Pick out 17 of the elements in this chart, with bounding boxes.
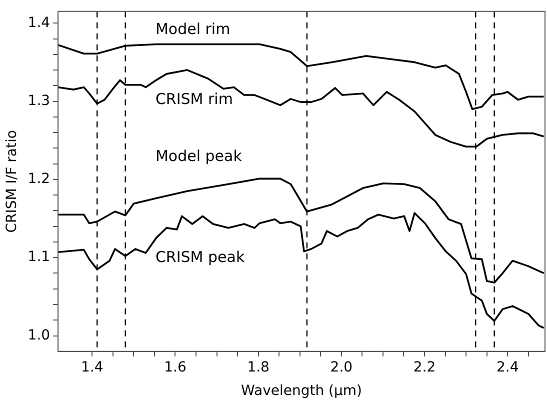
y-tick-label: 1.4 <box>28 14 50 31</box>
x-tick-label: 1.8 <box>247 359 270 376</box>
x-tick-label: 2.2 <box>413 359 436 376</box>
x-tick-label: 2.0 <box>330 359 353 376</box>
x-tick-label: 1.6 <box>164 359 186 376</box>
series-label: Model peak <box>155 147 242 166</box>
y-tick-label: 1.0 <box>28 327 50 344</box>
series-label: Model rim <box>155 20 230 38</box>
y-tick-label: 1.2 <box>28 171 50 188</box>
y-tick-label: 1.1 <box>28 249 50 266</box>
y-axis-title: CRISM I/F ratio <box>4 130 20 233</box>
x-tick-label: 1.4 <box>81 359 104 376</box>
x-axis-title: Wavelength (μm) <box>241 383 362 400</box>
series-label: CRISM rim <box>155 90 233 108</box>
y-tick-label: 1.3 <box>28 92 50 109</box>
x-tick-label: 2.4 <box>496 359 519 376</box>
series-label: CRISM peak <box>155 248 245 266</box>
